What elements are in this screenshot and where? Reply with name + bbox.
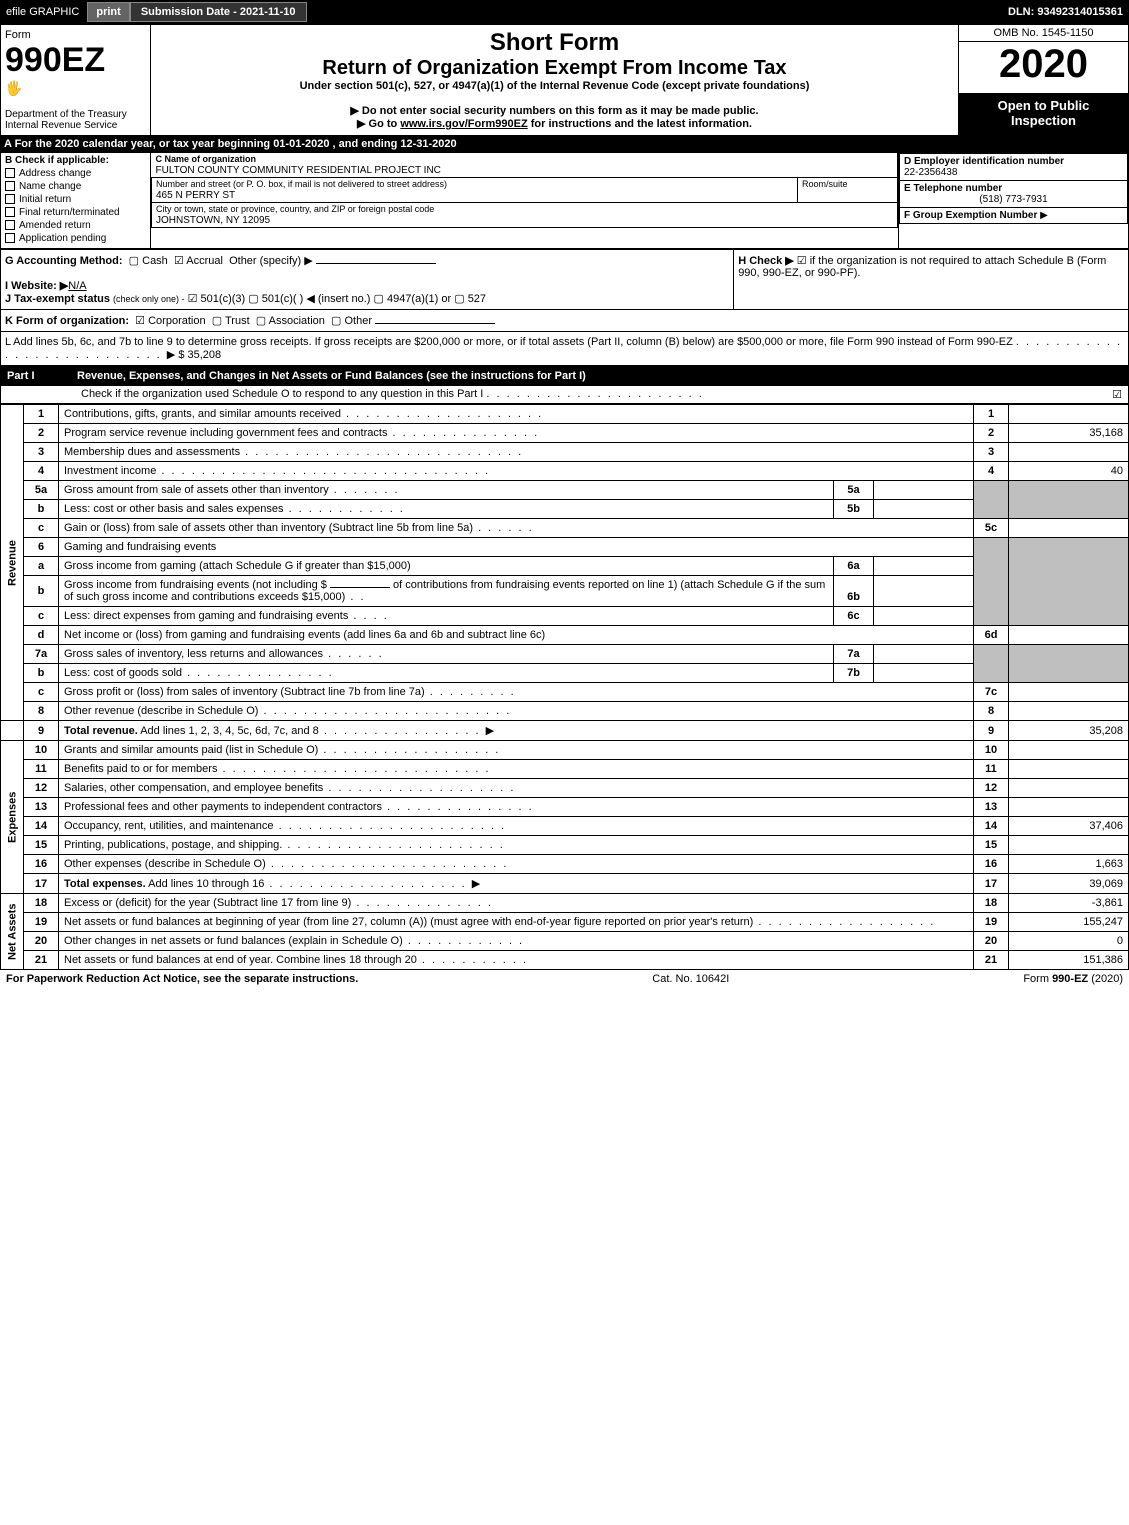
- amt-9: 35,208: [1009, 721, 1129, 741]
- revenue-table: Revenue 1 Contributions, gifts, grants, …: [0, 404, 1129, 970]
- netassets-label: Net Assets: [1, 894, 24, 970]
- amt-3: [1009, 443, 1129, 462]
- footer-right: Form 990-EZ (2020): [1023, 973, 1123, 985]
- k-label: K Form of organization:: [5, 315, 129, 327]
- h-check[interactable]: [797, 255, 807, 267]
- room-label: Room/suite: [802, 179, 848, 189]
- tax-year: 2020: [959, 42, 1128, 87]
- open-public: Open to Public: [963, 98, 1124, 113]
- amt-19: 155,247: [1009, 913, 1129, 932]
- check-final[interactable]: [5, 207, 15, 217]
- k-trust[interactable]: [212, 315, 222, 327]
- part1-header: Part I Revenue, Expenses, and Changes in…: [0, 366, 1129, 404]
- accrual-check[interactable]: [174, 255, 184, 267]
- h-label: H Check ▶: [738, 255, 794, 267]
- part1-schedo-check[interactable]: [1112, 388, 1122, 401]
- inspection: Inspection: [963, 113, 1124, 128]
- j-527[interactable]: [454, 293, 464, 305]
- amt-21: 151,386: [1009, 951, 1129, 970]
- amt-11: [1009, 760, 1129, 779]
- l-amount: $ 35,208: [178, 349, 221, 361]
- amt-16: 1,663: [1009, 855, 1129, 874]
- i-label: I Website: ▶: [5, 280, 68, 292]
- amt-2: 35,168: [1009, 424, 1129, 443]
- part1-check-text: Check if the organization used Schedule …: [81, 388, 483, 400]
- warn-goto: ▶ Go to www.irs.gov/Form990EZ for instru…: [155, 117, 954, 130]
- amt-20: 0: [1009, 932, 1129, 951]
- g-label: G Accounting Method:: [5, 255, 123, 267]
- street-value: 465 N PERRY ST: [156, 190, 235, 201]
- check-pending[interactable]: [5, 233, 15, 243]
- amt-18: -3,861: [1009, 894, 1129, 913]
- check-amended[interactable]: [5, 220, 15, 230]
- page-footer: For Paperwork Reduction Act Notice, see …: [0, 970, 1129, 988]
- amt-5c: [1009, 519, 1129, 538]
- form-header-table: Form 990EZ 🖐 Department of the Treasury …: [0, 24, 1129, 136]
- j-4947[interactable]: [373, 293, 383, 305]
- part1-label: Part I: [7, 370, 35, 382]
- j-501c[interactable]: [248, 293, 258, 305]
- g-h-block: G Accounting Method: Cash Accrual Other …: [0, 249, 1129, 310]
- section-a: A For the 2020 calendar year, or tax yea…: [0, 136, 1129, 152]
- d-label: D Employer identification number: [904, 156, 1064, 167]
- form-word: Form: [5, 29, 146, 41]
- amt-17: 39,069: [1009, 874, 1129, 894]
- e-label: E Telephone number: [904, 183, 1002, 194]
- street-label: Number and street (or P. O. box, if mail…: [156, 179, 447, 189]
- print-button[interactable]: print: [87, 2, 129, 22]
- k-assoc[interactable]: [256, 315, 266, 327]
- efile-label: efile GRAPHIC: [0, 6, 85, 18]
- f-arrow: ▶: [1040, 210, 1048, 221]
- warn-ssn: ▶ Do not enter social security numbers o…: [155, 104, 954, 117]
- j-501c3[interactable]: [188, 293, 198, 305]
- title-return: Return of Organization Exempt From Incom…: [155, 57, 954, 80]
- irs-label: Internal Revenue Service: [5, 120, 146, 131]
- website-value: N/A: [68, 280, 86, 292]
- section-b-label: B Check if applicable:: [5, 155, 146, 166]
- submission-date: Submission Date - 2021-11-10: [130, 2, 307, 22]
- amt-12: [1009, 779, 1129, 798]
- amt-6d: [1009, 626, 1129, 645]
- city-label: City or town, state or province, country…: [156, 204, 434, 214]
- title-short-form: Short Form: [155, 29, 954, 57]
- footer-left: For Paperwork Reduction Act Notice, see …: [6, 973, 358, 985]
- amt-8: [1009, 702, 1129, 721]
- check-name[interactable]: [5, 181, 15, 191]
- amt-13: [1009, 798, 1129, 817]
- k-other[interactable]: [331, 315, 341, 327]
- j-label: J Tax-exempt status: [5, 293, 110, 305]
- form-number: 990EZ: [5, 41, 146, 80]
- expenses-label: Expenses: [1, 741, 24, 894]
- check-initial[interactable]: [5, 194, 15, 204]
- phone-value: (518) 773-7931: [904, 194, 1123, 205]
- amt-10: [1009, 741, 1129, 760]
- h-text: if the organization is not required to a…: [738, 255, 1106, 279]
- amt-14: 37,406: [1009, 817, 1129, 836]
- cash-check[interactable]: [129, 255, 139, 267]
- amt-1: [1009, 405, 1129, 424]
- amt-15: [1009, 836, 1129, 855]
- org-info-table: B Check if applicable: Address change Na…: [0, 152, 1129, 249]
- ein-value: 22-2356438: [904, 167, 957, 178]
- revenue-label: Revenue: [1, 405, 24, 721]
- footer-mid: Cat. No. 10642I: [652, 973, 729, 985]
- amt-4: 40: [1009, 462, 1129, 481]
- l-text: L Add lines 5b, 6c, and 7b to line 9 to …: [5, 336, 1013, 348]
- amt-7c: [1009, 683, 1129, 702]
- top-toolbar: efile GRAPHIC print Submission Date - 20…: [0, 0, 1129, 24]
- part1-title: Revenue, Expenses, and Changes in Net As…: [77, 370, 586, 382]
- check-address[interactable]: [5, 168, 15, 178]
- subtitle: Under section 501(c), 527, or 4947(a)(1)…: [155, 80, 954, 92]
- dln-label: DLN: 93492314015361: [1002, 6, 1129, 18]
- city-value: JOHNSTOWN, NY 12095: [156, 215, 270, 226]
- f-label: F Group Exemption Number: [904, 210, 1037, 221]
- k-corp[interactable]: [135, 315, 145, 327]
- org-name: FULTON COUNTY COMMUNITY RESIDENTIAL PROJ…: [156, 165, 441, 176]
- c-name-label: C Name of organization: [156, 154, 257, 164]
- dept-treasury: Department of the Treasury: [5, 109, 146, 120]
- omb-number: OMB No. 1545-1150: [959, 25, 1128, 42]
